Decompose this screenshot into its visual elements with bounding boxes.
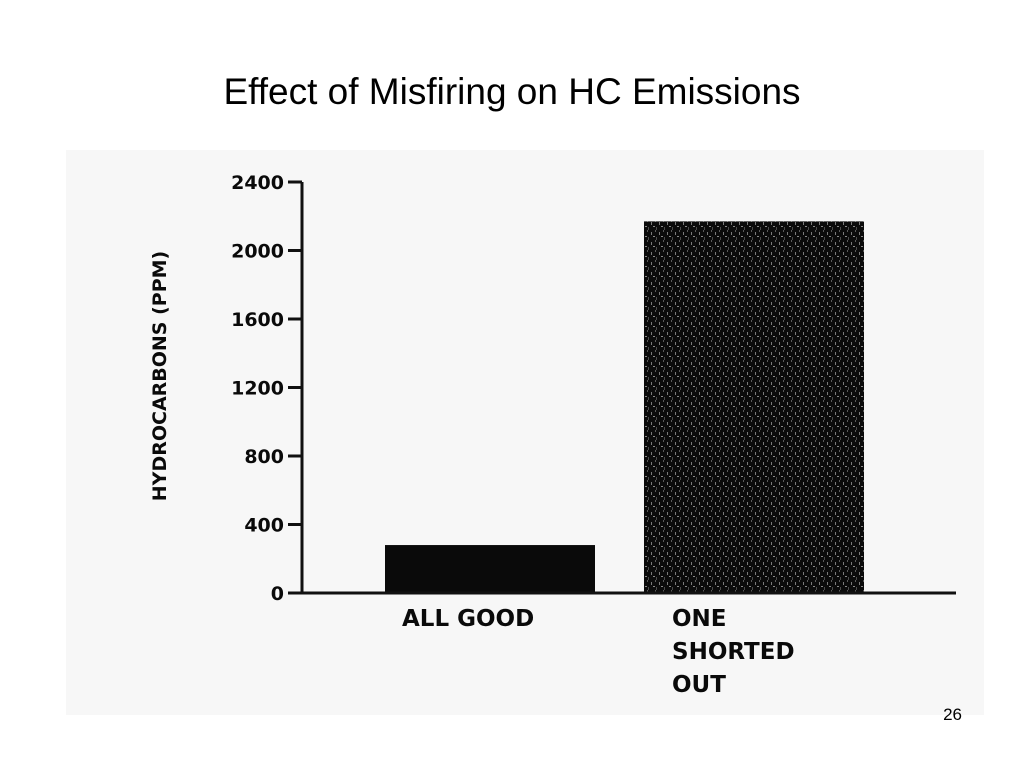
bar [385, 545, 595, 593]
bar [644, 221, 864, 593]
y-tick-label: 2000 [231, 241, 284, 263]
category-label: ONE [672, 606, 727, 632]
y-tick-label: 2400 [231, 172, 284, 194]
category-label: ALL GOOD [402, 606, 534, 632]
y-tick-label: 800 [244, 446, 284, 468]
bar-chart: 0 400 800 1200 1600 2000 2400 ALL GOOD ONE SHORTE… [149, 172, 956, 698]
slide-title: Effect of Misfiring on HC Emissions [223, 71, 801, 112]
category-label: SHORTED [672, 639, 795, 665]
y-tick-label: 1200 [231, 378, 284, 400]
y-tick-label: 0 [271, 583, 284, 605]
plot-area: 0 400 800 1200 1600 2000 2400 ALL GOOD ONE SHORTE… [149, 172, 956, 698]
chart-image: 0 400 800 1200 1600 2000 2400 ALL GOOD ONE SHORTE… [66, 150, 984, 715]
y-axis-title: HYDROCARBONS (PPM) [149, 251, 171, 501]
category-label: OUT [672, 672, 726, 698]
y-tick-label: 1600 [231, 309, 284, 331]
y-tick-label: 400 [244, 515, 284, 537]
page-number: 26 [943, 705, 962, 724]
